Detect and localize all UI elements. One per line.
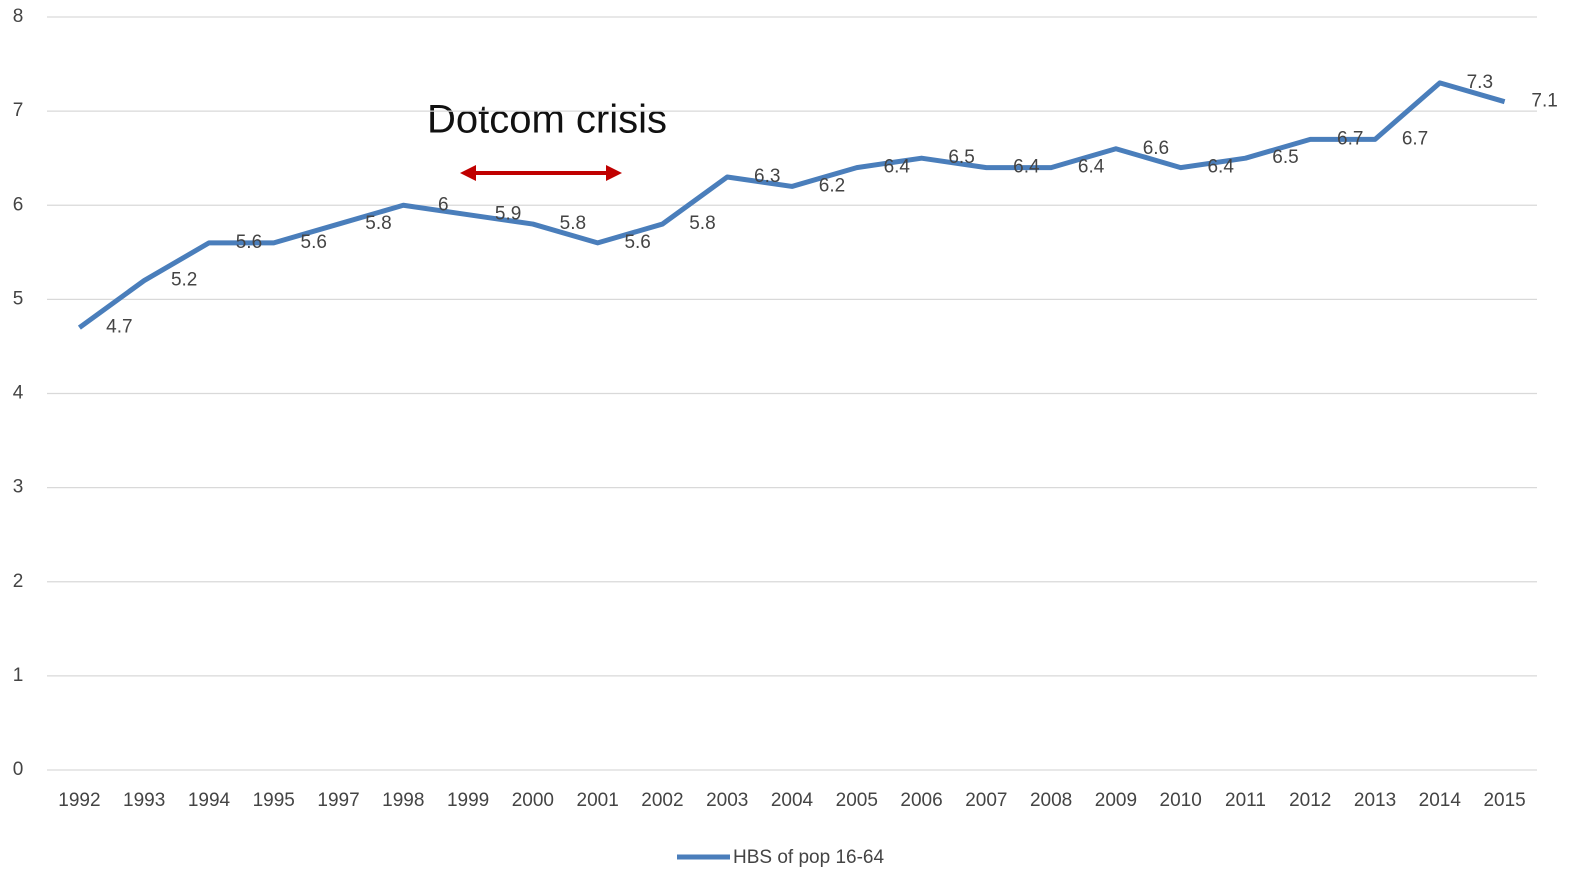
data-label: 6 <box>438 194 449 215</box>
x-tick-label: 2005 <box>836 790 878 811</box>
legend-label: HBS of pop 16-64 <box>733 847 884 868</box>
data-label: 5.2 <box>171 270 197 291</box>
data-line <box>77 80 1506 330</box>
x-tick-label: 2003 <box>706 790 748 811</box>
x-tick-label: 2008 <box>1030 790 1072 811</box>
x-tick-label: 1995 <box>253 790 295 811</box>
data-label: 6.7 <box>1402 128 1428 149</box>
data-label: 6.4 <box>1013 157 1040 178</box>
x-tick-label: 2002 <box>641 790 683 811</box>
data-label: 6.3 <box>754 166 780 187</box>
data-label: 6.6 <box>1143 138 1169 159</box>
x-tick-label: 2013 <box>1354 790 1396 811</box>
data-label: 5.6 <box>236 232 262 253</box>
y-tick-label: 4 <box>13 383 24 404</box>
data-label: 7.3 <box>1467 72 1493 93</box>
data-label: 6.4 <box>1078 157 1105 178</box>
y-tick-label: 2 <box>13 571 24 592</box>
y-tick-label: 3 <box>13 477 24 498</box>
y-tick-label: 1 <box>13 665 24 686</box>
y-tick-label: 5 <box>13 288 24 309</box>
x-tick-label: 2012 <box>1289 790 1331 811</box>
data-label: 5.8 <box>365 213 391 234</box>
data-label: 7.1 <box>1531 91 1557 112</box>
data-label: 5.8 <box>689 213 715 234</box>
x-tick-label: 2010 <box>1160 790 1202 811</box>
x-tick-label: 2014 <box>1419 790 1462 811</box>
data-label: 6.5 <box>1272 147 1298 168</box>
x-tick-label: 2001 <box>577 790 619 811</box>
x-tick-label: 1992 <box>58 790 100 811</box>
data-label: 5.6 <box>624 232 650 253</box>
data-label: 6.2 <box>819 175 845 196</box>
x-tick-label: 1994 <box>188 790 231 811</box>
x-tick-label: 1997 <box>317 790 359 811</box>
x-tick-label: 1998 <box>382 790 424 811</box>
x-tick-label: 2006 <box>900 790 942 811</box>
x-tick-label: 1993 <box>123 790 165 811</box>
x-tick-label: 2011 <box>1225 790 1266 811</box>
x-tick-label: 2004 <box>771 790 814 811</box>
x-tick-label: 2015 <box>1483 790 1525 811</box>
annotation: Dotcom crisis <box>427 98 667 142</box>
data-label: 4.7 <box>106 317 132 338</box>
annotation-arrow <box>460 165 622 181</box>
x-tick-label: 1999 <box>447 790 489 811</box>
data-label: 5.8 <box>560 213 586 234</box>
x-tick-label: 2009 <box>1095 790 1137 811</box>
y-tick-label: 0 <box>13 759 24 780</box>
data-label: 5.6 <box>301 232 327 253</box>
data-label: 6.4 <box>1207 157 1234 178</box>
data-label: 6.4 <box>884 157 911 178</box>
x-tick-label: 2000 <box>512 790 554 811</box>
y-tick-label: 6 <box>13 194 24 215</box>
data-label: 5.9 <box>495 204 521 225</box>
data-label: 6.5 <box>948 147 974 168</box>
y-tick-label: 8 <box>13 6 24 27</box>
y-tick-label: 7 <box>13 100 24 121</box>
data-label: 6.7 <box>1337 128 1363 149</box>
x-tick-label: 2007 <box>965 790 1007 811</box>
